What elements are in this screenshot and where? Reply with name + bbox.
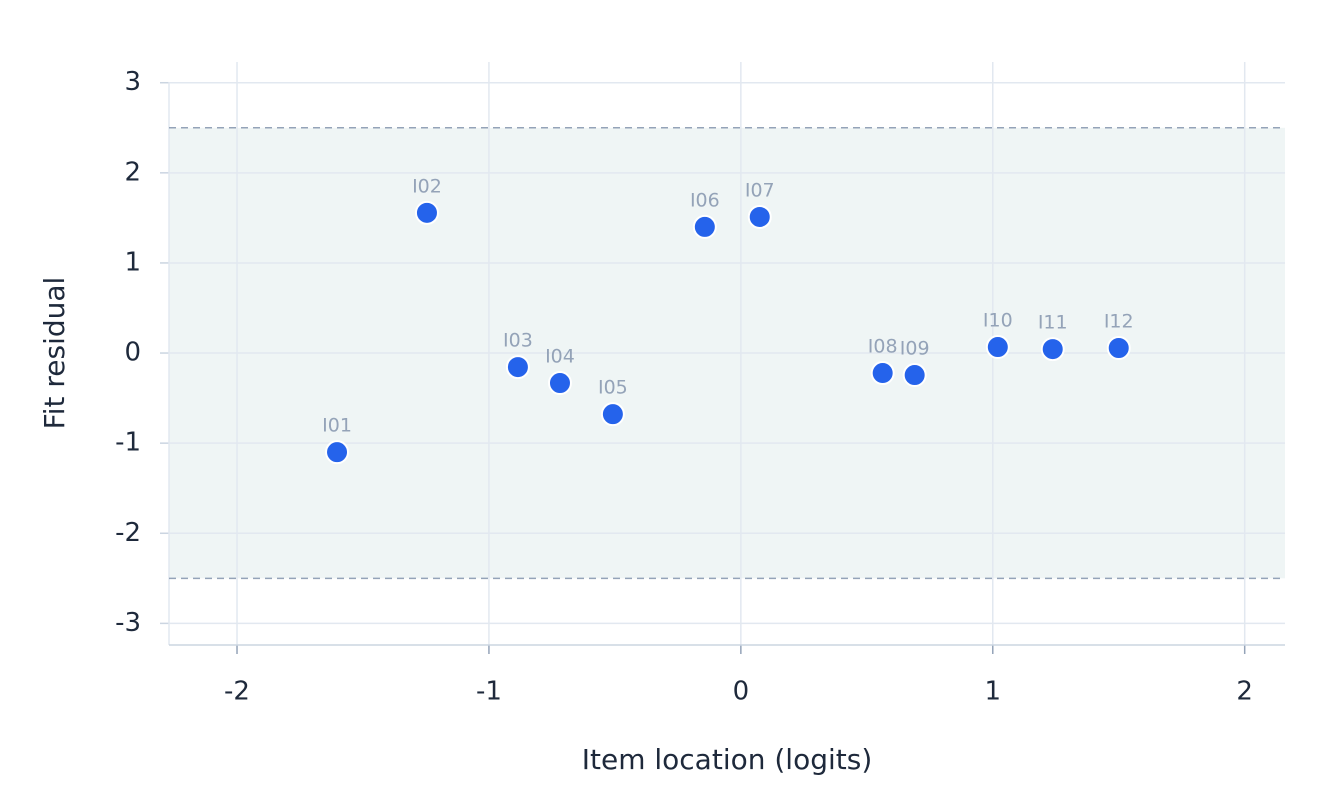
x-axis-title: Item location (logits) bbox=[582, 743, 873, 776]
y-tick-label: -1 bbox=[115, 428, 141, 458]
point bbox=[1106, 336, 1131, 361]
point bbox=[547, 371, 572, 396]
y-tick-label: 1 bbox=[124, 247, 141, 277]
point bbox=[747, 204, 772, 229]
point bbox=[1040, 337, 1065, 362]
x-tick-label: 2 bbox=[1236, 677, 1253, 707]
x-tick-label: 0 bbox=[733, 677, 750, 707]
y-axis-title: Fit residual bbox=[38, 277, 71, 430]
point-label: I08 bbox=[868, 336, 898, 358]
y-tick-label: 2 bbox=[124, 157, 141, 187]
x-tick-label: -2 bbox=[224, 677, 250, 707]
point bbox=[505, 355, 530, 380]
point bbox=[414, 200, 439, 225]
point bbox=[692, 214, 717, 239]
y-tick-label: -3 bbox=[115, 608, 141, 638]
point bbox=[325, 440, 350, 465]
point-label: I03 bbox=[503, 330, 533, 352]
x-tick-label: -1 bbox=[476, 677, 502, 707]
y-tick-label: 0 bbox=[124, 338, 141, 368]
point-label: I12 bbox=[1104, 311, 1134, 333]
point-label: I10 bbox=[983, 310, 1013, 332]
point-label: I07 bbox=[745, 179, 775, 201]
y-tick-label: 3 bbox=[124, 67, 141, 97]
point bbox=[870, 361, 895, 386]
point bbox=[985, 335, 1010, 360]
point-label: I01 bbox=[322, 415, 352, 437]
point bbox=[600, 402, 625, 427]
point-label: I06 bbox=[690, 189, 720, 211]
point bbox=[902, 363, 927, 388]
y-tick-label: -2 bbox=[115, 518, 141, 548]
point-label: I09 bbox=[900, 338, 930, 360]
point-label: I11 bbox=[1038, 312, 1068, 334]
point-label: I04 bbox=[545, 346, 575, 368]
point-label: I05 bbox=[598, 377, 628, 399]
point-label: I02 bbox=[412, 175, 442, 197]
x-tick-label: 1 bbox=[985, 677, 1002, 707]
